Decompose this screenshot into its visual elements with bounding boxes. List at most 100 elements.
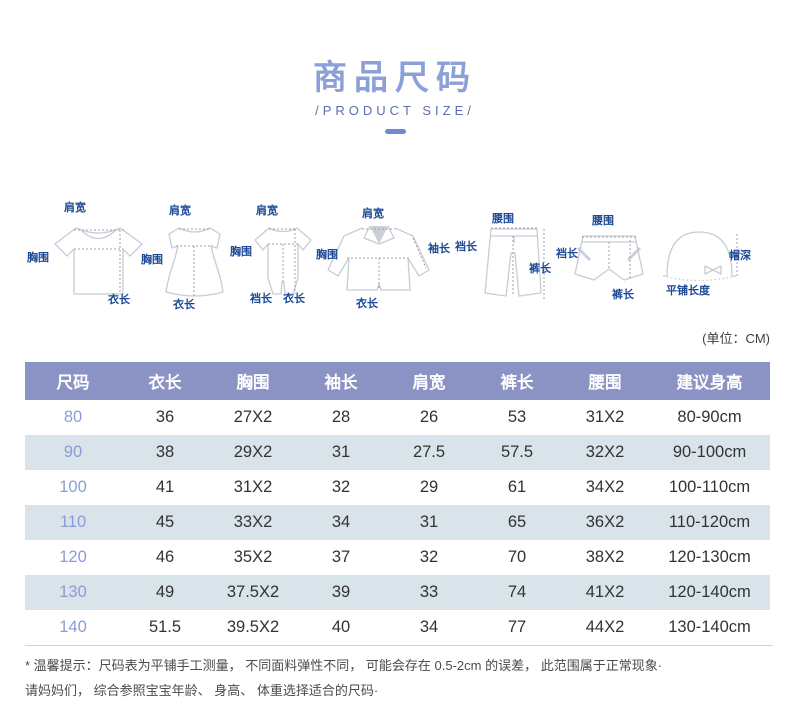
dress-shoulder-label: 肩宽 <box>169 205 191 217</box>
value-cell: 37.5X2 <box>226 583 280 601</box>
size-cell: 140 <box>59 618 87 636</box>
value-cell: 31 <box>331 443 351 461</box>
hat-depth-label: 帽深 <box>729 250 751 262</box>
value-cell: 65 <box>507 513 527 531</box>
value-cell: 38X2 <box>585 548 625 566</box>
value-cell: 46 <box>155 548 175 566</box>
value-cell: 39 <box>331 583 351 601</box>
hat-diagram-icon <box>662 231 738 282</box>
shorts-length-label: 裤长 <box>612 289 634 301</box>
value-cell: 27X2 <box>233 408 273 426</box>
table-header-cell: 腰围 <box>561 362 649 400</box>
size-cell: 80 <box>63 408 83 426</box>
table-row: 110 45 33X2 34 31 65 36X2 110-120cm <box>25 505 770 540</box>
value-cell: 27.5 <box>412 443 446 461</box>
pants-length-label: 裤长 <box>529 263 551 275</box>
value-cell: 51.5 <box>148 618 182 636</box>
table-header-cell: 袖长 <box>297 362 385 400</box>
table-header-cell: 建议身高 <box>649 362 770 400</box>
size-cell: 130 <box>59 583 87 601</box>
table-row: 90 38 29X2 31 27.5 57.5 32X2 90-100cm <box>25 435 770 470</box>
value-cell: 32 <box>419 548 439 566</box>
value-cell: 41 <box>155 478 175 496</box>
shorts-waist-label: 腰围 <box>592 215 614 227</box>
table-row: 130 49 37.5X2 39 33 74 41X2 120-140cm <box>25 575 770 610</box>
table-row: 120 46 35X2 37 32 70 38X2 120-130cm <box>25 540 770 575</box>
page-title: 商品尺码 <box>313 59 477 97</box>
value-cell: 39.5X2 <box>226 618 280 636</box>
table-row: 140 51.5 39.5X2 40 34 77 44X2 130-140cm <box>25 610 770 645</box>
value-cell: 32 <box>331 478 351 496</box>
value-cell: 31X2 <box>233 478 273 496</box>
value-cell: 38 <box>155 443 175 461</box>
value-cell: 120-130cm <box>668 548 751 566</box>
size-table: 尺码 衣长 胸围 袖长 肩宽 裤长 腰围 建议身高 80 36 27X2 28 26 53 31X2 80-… <box>25 362 770 645</box>
value-cell: 31 <box>419 513 439 531</box>
shorts-diagram-icon <box>574 235 644 281</box>
value-cell: 49 <box>155 583 175 601</box>
value-cell: 70 <box>507 548 527 566</box>
tshirt-chest-label: 胸围 <box>27 252 49 264</box>
measurement-diagrams: 肩宽 胸围 衣长 肩宽 胸围 衣长 肩宽 胸围 裆长 衣长 <box>0 190 790 360</box>
value-cell: 35X2 <box>233 548 273 566</box>
size-cell: 120 <box>59 548 87 566</box>
romper-length-label: 衣长 <box>283 293 305 305</box>
value-cell: 44X2 <box>585 618 625 636</box>
shorts-crotch-label: 裆长 <box>556 248 578 260</box>
value-cell: 29X2 <box>233 443 273 461</box>
romper-diagram-icon <box>254 227 312 295</box>
value-cell: 36 <box>155 408 175 426</box>
table-row: 80 36 27X2 28 26 53 31X2 80-90cm <box>25 400 770 435</box>
value-cell: 41X2 <box>585 583 625 601</box>
value-cell: 29 <box>419 478 439 496</box>
tshirt-length-label: 衣长 <box>108 294 130 306</box>
unit-note: (单位：CM) <box>702 331 770 346</box>
table-header-cell: 尺码 <box>25 362 121 400</box>
jacket-diagram-icon <box>327 225 430 291</box>
dress-chest-label: 胸围 <box>141 254 163 266</box>
table-header-cell: 肩宽 <box>385 362 473 400</box>
value-cell: 36X2 <box>585 513 625 531</box>
title-underline-dash <box>385 129 406 134</box>
pants-crotch-label: 裆长 <box>455 241 477 253</box>
hat-flat-length-label: 平铺长度 <box>666 285 710 297</box>
pants-waist-label: 腰围 <box>492 213 514 225</box>
size-table-body: 80 36 27X2 28 26 53 31X2 80-90cm 90 38 29X2 31 27.5 5… <box>25 400 770 645</box>
value-cell: 45 <box>155 513 175 531</box>
romper-chest-label: 胸围 <box>230 246 252 258</box>
size-cell: 110 <box>59 513 87 531</box>
value-cell: 120-140cm <box>668 583 751 601</box>
value-cell: 34 <box>331 513 351 531</box>
value-cell: 77 <box>507 618 527 636</box>
value-cell: 61 <box>507 478 527 496</box>
value-cell: 74 <box>507 583 527 601</box>
value-cell: 34X2 <box>585 478 625 496</box>
value-cell: 32X2 <box>585 443 625 461</box>
table-header-cell: 裤长 <box>473 362 561 400</box>
value-cell: 37 <box>331 548 351 566</box>
value-cell: 26 <box>419 408 439 426</box>
table-header-cell: 胸围 <box>209 362 297 400</box>
value-cell: 33X2 <box>233 513 273 531</box>
value-cell: 57.5 <box>500 443 534 461</box>
size-table-head-row: 尺码 衣长 胸围 袖长 肩宽 裤长 腰围 建议身高 <box>25 362 770 400</box>
value-cell: 28 <box>331 408 351 426</box>
page-subtitle: /PRODUCT SIZE/ <box>315 103 475 118</box>
jacket-sleeve-label: 袖长 <box>428 243 450 255</box>
value-cell: 110-120cm <box>668 513 751 531</box>
value-cell: 40 <box>331 618 351 636</box>
dress-length-label: 衣长 <box>173 299 195 311</box>
value-cell: 53 <box>507 408 527 426</box>
romper-shoulder-label: 肩宽 <box>256 205 278 217</box>
value-cell: 80-90cm <box>677 408 742 426</box>
jacket-length-label: 衣长 <box>356 298 378 310</box>
table-row: 100 41 31X2 32 29 61 34X2 100-110cm <box>25 470 770 505</box>
footer-note: * 温馨提示：尺码表为平铺手工测量， 不同面料弹性不同， 可能会存在 0.5-2… <box>25 645 773 704</box>
jacket-chest-label: 胸围 <box>316 249 338 261</box>
footer-note-line1: * 温馨提示：尺码表为平铺手工测量， 不同面料弹性不同， 可能会存在 0.5-2… <box>25 658 663 673</box>
tshirt-shoulder-label: 肩宽 <box>64 202 86 214</box>
romper-crotch-label: 裆长 <box>250 293 272 305</box>
table-header-cell: 衣长 <box>121 362 209 400</box>
tshirt-diagram-icon <box>54 227 143 295</box>
